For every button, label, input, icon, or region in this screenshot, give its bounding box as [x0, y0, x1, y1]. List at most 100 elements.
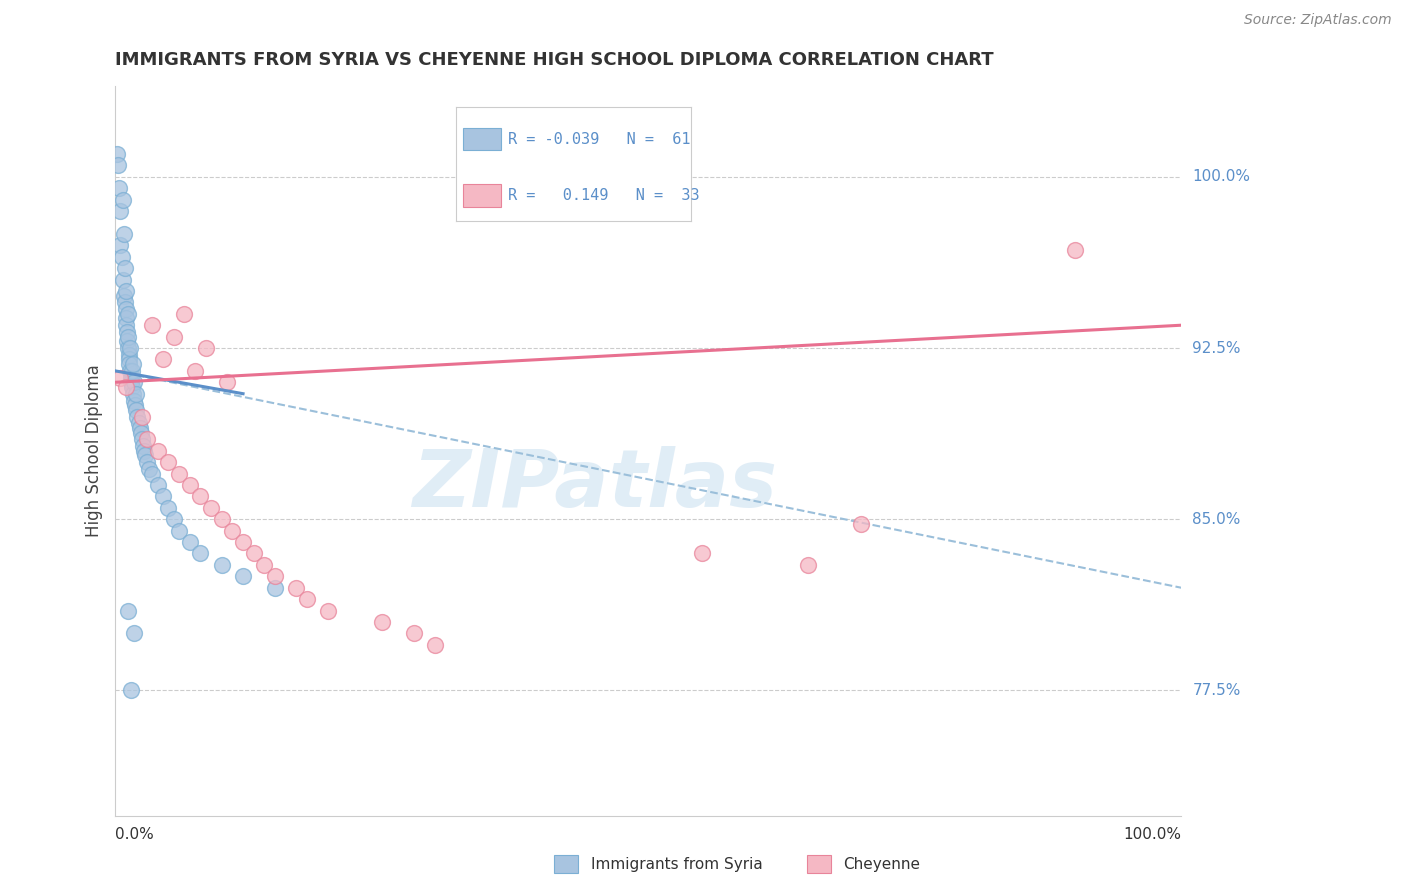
Point [118, 364, 141, 378]
Point [253, 558, 276, 572]
Point [184, 364, 207, 378]
Point [132, 443, 155, 458]
Point [138, 462, 160, 476]
Point [117, 329, 139, 343]
Point [232, 535, 254, 549]
Point [117, 341, 139, 355]
Point [114, 311, 136, 326]
Point [190, 547, 212, 561]
Point [163, 512, 186, 526]
Point [110, 370, 132, 384]
Point [690, 547, 713, 561]
Point [120, 370, 142, 384]
Text: 0.0%: 0.0% [115, 827, 153, 842]
Point [120, 683, 142, 698]
Point [264, 581, 287, 595]
Point [105, 147, 128, 161]
Point [114, 261, 136, 276]
Point [121, 380, 143, 394]
Point [117, 603, 139, 617]
Point [128, 421, 150, 435]
Point [211, 512, 233, 526]
Point [125, 402, 148, 417]
Text: 77.5%: 77.5% [1192, 683, 1240, 698]
Point [146, 478, 169, 492]
Point [118, 352, 141, 367]
Point [264, 569, 287, 583]
Point [114, 302, 136, 317]
Point [131, 433, 153, 447]
Point [134, 448, 156, 462]
Point [124, 376, 146, 390]
Point [190, 490, 212, 504]
Point [108, 181, 131, 195]
Point [114, 318, 136, 333]
Point [211, 558, 233, 572]
Point [129, 425, 152, 440]
Point [115, 325, 138, 339]
Point [242, 547, 264, 561]
Point [141, 318, 163, 333]
Point [118, 348, 141, 362]
Point [118, 357, 141, 371]
Text: 100.0%: 100.0% [1123, 827, 1181, 842]
Point [232, 569, 254, 583]
Point [112, 288, 135, 302]
Point [107, 158, 129, 172]
Point [179, 535, 201, 549]
Point [194, 341, 217, 355]
Text: 100.0%: 100.0% [1192, 169, 1250, 185]
Point [285, 581, 308, 595]
Point [132, 439, 155, 453]
Point [114, 295, 136, 310]
Point [167, 524, 190, 538]
Point [173, 307, 195, 321]
Point [125, 386, 148, 401]
Point [124, 626, 146, 640]
Point [146, 443, 169, 458]
Point [318, 603, 340, 617]
Point [423, 638, 446, 652]
Point [118, 341, 141, 355]
Point [128, 417, 150, 431]
Point [157, 455, 180, 469]
Point [122, 386, 145, 401]
Point [1063, 243, 1085, 257]
Point [110, 238, 132, 252]
Point [117, 307, 139, 321]
Text: Immigrants from Syria: Immigrants from Syria [591, 857, 762, 872]
Point [141, 467, 163, 481]
Point [136, 433, 159, 447]
Point [124, 398, 146, 412]
Point [111, 272, 134, 286]
Text: IMMIGRANTS FROM SYRIA VS CHEYENNE HIGH SCHOOL DIPLOMA CORRELATION CHART: IMMIGRANTS FROM SYRIA VS CHEYENNE HIGH S… [115, 51, 994, 69]
Point [111, 193, 134, 207]
Point [797, 558, 820, 572]
Point [295, 592, 318, 607]
Point [167, 467, 190, 481]
Point [221, 524, 243, 538]
Point [124, 393, 146, 408]
Text: 85.0%: 85.0% [1192, 512, 1240, 527]
Point [112, 227, 135, 241]
Point [215, 376, 238, 390]
Point [152, 352, 174, 367]
Point [127, 409, 149, 424]
Point [402, 626, 425, 640]
Point [152, 490, 174, 504]
Point [115, 334, 138, 348]
Text: 92.5%: 92.5% [1192, 341, 1241, 356]
Point [179, 478, 201, 492]
Point [136, 455, 159, 469]
Point [114, 284, 136, 298]
Point [200, 500, 222, 515]
Y-axis label: High School Diploma: High School Diploma [86, 365, 103, 537]
Text: ZIPatlas: ZIPatlas [412, 446, 778, 524]
Point [120, 376, 142, 390]
Point [157, 500, 180, 515]
Text: Source: ZipAtlas.com: Source: ZipAtlas.com [1244, 13, 1392, 28]
Point [370, 615, 392, 629]
Text: Cheyenne: Cheyenne [844, 857, 921, 872]
Point [114, 380, 136, 394]
Point [110, 204, 132, 219]
